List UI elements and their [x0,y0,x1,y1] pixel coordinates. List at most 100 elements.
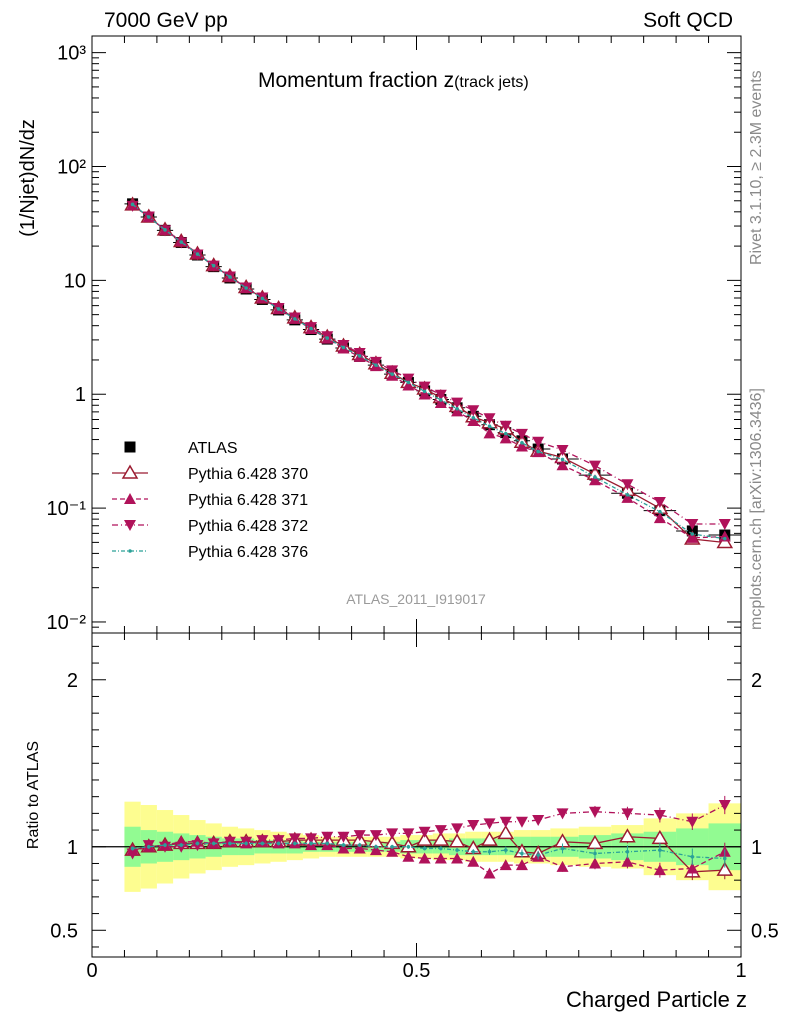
legend-label: Pythia 6.428 371 [188,492,308,509]
y-tick-label: 1 [75,384,86,406]
legend-label: ATLAS [188,440,238,457]
data-point [179,240,184,244]
data-point [503,431,508,436]
ratio-point [455,848,459,852]
ratio-point [260,841,265,846]
ratio-point [402,828,415,840]
data-point [353,348,366,360]
y-tick-label: 10⁻² [47,612,87,634]
ratio-tick-label: 1 [67,837,78,859]
data-point [228,275,232,279]
data-point [451,397,464,409]
data-point [163,228,167,232]
ratio-point [690,854,695,859]
ratio-tick-label-right: 1 [751,837,762,859]
ratio-point [515,816,528,828]
ratio-point [532,815,545,827]
data-point [621,491,634,503]
ratio-point [621,808,634,820]
data-point [686,531,699,543]
ratio-point [276,841,281,846]
ratio-point [126,848,139,860]
ratio-point [515,859,528,871]
y-tick-label: 10⁻¹ [47,498,87,520]
ratio-point [321,831,334,843]
data-point [556,459,569,471]
ratio-point [497,824,515,840]
ratio-point [686,816,699,828]
data-point [276,307,281,311]
data-point [369,356,382,368]
data-point [722,536,727,541]
data-point [195,252,200,256]
ratio-point [448,833,466,848]
data-point [418,388,431,400]
legend-label: Pythia 6.428 370 [188,466,308,483]
data-point [483,413,496,425]
ratio-point [588,806,601,818]
data-point [434,397,447,409]
data-point [337,340,350,352]
data-point [686,519,699,531]
ratio-point [560,846,565,851]
data-point [658,509,662,514]
data-point [260,296,265,301]
ratio-point [619,828,636,843]
ratio-point [487,849,492,854]
ratio-point [256,835,269,847]
series-pythia-4 [130,202,727,541]
data-point [434,389,447,401]
ratio-point [499,859,512,871]
ratio-point [369,844,382,856]
ratio-axis-ticks: 0.5 0.5 1 1 2 2 [50,633,779,957]
data-point [515,428,528,440]
ratio-point [159,841,172,853]
header-left: 7000 GeV pp [104,9,228,32]
ratio-point [451,852,464,864]
ratio-point [337,842,350,854]
ratio-point [471,849,476,854]
legend-marker [124,441,136,453]
data-point [718,519,731,531]
data-point [483,427,496,439]
ratio-point [481,831,498,846]
x-tick-labels: 0 0.5 1 [86,960,746,982]
ratio-point [722,856,727,861]
y-tick-label: 10² [57,157,86,179]
data-point [520,441,524,445]
ratio-point [272,835,285,847]
data-point [455,407,459,411]
ratio-point [406,844,411,849]
ratio-tick-label-right: 2 [751,670,762,692]
analysis-label: ATLAS_2011_I919017 [346,591,486,607]
ratio-point [146,844,151,849]
data-point [451,405,464,417]
legend-item: Pythia 6.428 372 [112,518,308,535]
ratio-point [337,831,350,843]
ratio-point [467,855,480,867]
ratio-series-line [132,842,725,860]
x-tick-label: 1 [735,960,746,982]
x-tick-label: 0 [86,960,97,982]
ratio-point [625,849,630,854]
ratio-point [386,845,399,857]
data-point [374,363,378,367]
ratio-point [718,800,731,812]
data-point [515,440,528,452]
data-point [126,200,139,212]
data-point [625,492,630,497]
data-point [325,336,330,340]
ratio-point [536,853,540,857]
ratio-tick-label-right: 0.5 [751,920,779,942]
ratio-point [293,841,297,846]
ratio-point [716,861,734,876]
ratio-tick-label: 0.5 [50,920,78,942]
legend-marker [128,549,132,553]
ratio-point [374,844,378,849]
data-point [593,475,597,479]
legend-marker [124,520,136,531]
ratio-point [163,843,167,847]
ratio-point [369,830,382,842]
ratio-point [211,841,216,846]
